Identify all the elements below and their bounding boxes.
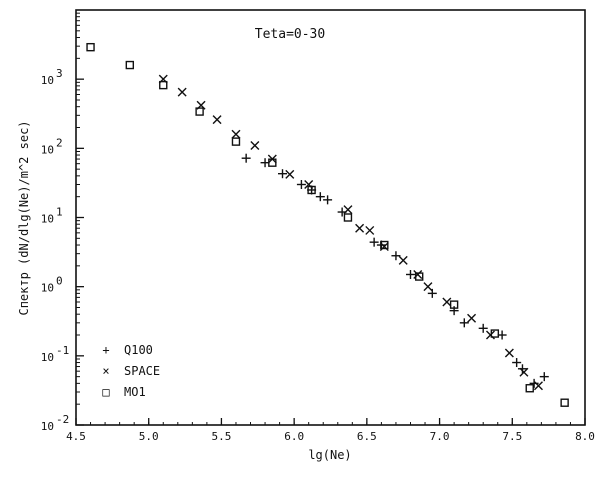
point-space (485, 330, 495, 340)
chart-title: Teta=0-30 (255, 27, 325, 42)
x-axis-label: lg(Ne) (308, 448, 351, 462)
x-ticks: 4.5 5.0 5.5 6.0 6.5 7.0 7.5 8.0 (66, 418, 595, 443)
point-space (355, 223, 365, 233)
point-space (231, 129, 241, 139)
y-tick-label: 10 (41, 282, 54, 295)
point-q100 (323, 195, 333, 205)
point-mo1 (380, 240, 389, 250)
point-q100 (427, 288, 437, 298)
point-mo1 (343, 213, 353, 222)
point-mo1 (231, 137, 241, 146)
point-mo1 (449, 300, 459, 309)
x-tick-label: 6.5 (357, 430, 377, 443)
y-tick-exponent: 0 (56, 275, 63, 288)
x-tick-label: 4.5 (66, 430, 86, 443)
point-space (504, 348, 514, 358)
point-q100 (296, 179, 306, 189)
point-mo1 (415, 272, 424, 281)
legend-label-space: SPACE (124, 364, 160, 378)
point-q100 (278, 169, 288, 179)
point-q100 (459, 318, 469, 328)
y-tick-exponent: -2 (56, 413, 69, 426)
x-tick-label: 5.5 (211, 430, 231, 443)
point-mo1 (86, 42, 95, 52)
y-tick-exponent: 2 (56, 136, 63, 149)
legend-symbol-q100: + (102, 343, 109, 357)
point-q100 (517, 364, 527, 374)
y-tick-exponent: 3 (56, 67, 63, 80)
legend-item-mo1: □ MO1 (102, 385, 145, 399)
point-space (398, 255, 408, 265)
legend-item-space: × SPACE (102, 364, 160, 378)
point-space (177, 87, 187, 97)
y-tick-label: 10 (41, 143, 54, 156)
legend-label-mo1: MO1 (124, 385, 146, 399)
point-space (343, 205, 353, 215)
point-q100 (512, 358, 522, 368)
legend-symbol-space: × (102, 364, 109, 378)
x-tick-label: 7.5 (502, 430, 522, 443)
point-mo1 (195, 107, 204, 116)
point-q100 (391, 251, 401, 261)
point-space (365, 225, 375, 235)
x-tick-label: 8.0 (575, 430, 595, 443)
point-space (379, 242, 389, 252)
x-tick-label: 7.0 (430, 430, 450, 443)
legend-item-q100: + Q100 (102, 343, 153, 357)
point-space (285, 169, 295, 179)
point-mo1 (525, 384, 534, 393)
x-tick-label: 6.0 (284, 430, 304, 443)
point-mo1 (560, 398, 569, 407)
point-q100 (369, 237, 379, 247)
point-space (519, 367, 529, 377)
point-mo1 (490, 329, 500, 338)
point-q100 (315, 192, 325, 202)
legend-label-q100: Q100 (124, 343, 153, 357)
data-points (86, 42, 569, 407)
point-space (212, 115, 222, 125)
point-q100 (241, 153, 251, 163)
point-mo1 (159, 80, 168, 90)
legend: + Q100 × SPACE □ MO1 (102, 343, 160, 399)
point-space (250, 140, 260, 150)
point-q100 (539, 372, 549, 382)
y-tick-label: 10 (41, 74, 54, 87)
point-space (423, 282, 433, 292)
point-q100 (405, 269, 415, 279)
y-tick-exponent: -1 (56, 344, 69, 357)
point-q100 (497, 330, 507, 340)
legend-symbol-mo1: □ (102, 385, 109, 399)
point-space (442, 297, 452, 307)
point-space (467, 313, 477, 323)
point-space (533, 381, 543, 391)
y-tick-exponent: 1 (56, 206, 63, 219)
y-tick-label: 10 (41, 420, 54, 433)
point-mo1 (268, 158, 277, 167)
plot-frame (75, 9, 586, 426)
point-mo1 (307, 185, 316, 195)
y-axis-label: Спектр (dN/dlg(Ne)/m^2 sec) (17, 120, 31, 315)
x-tick-label: 5.0 (139, 430, 159, 443)
y-tick-label: 10 (41, 213, 54, 226)
y-tick-label: 10 (41, 351, 54, 364)
point-mo1 (125, 60, 135, 70)
point-q100 (478, 323, 488, 333)
